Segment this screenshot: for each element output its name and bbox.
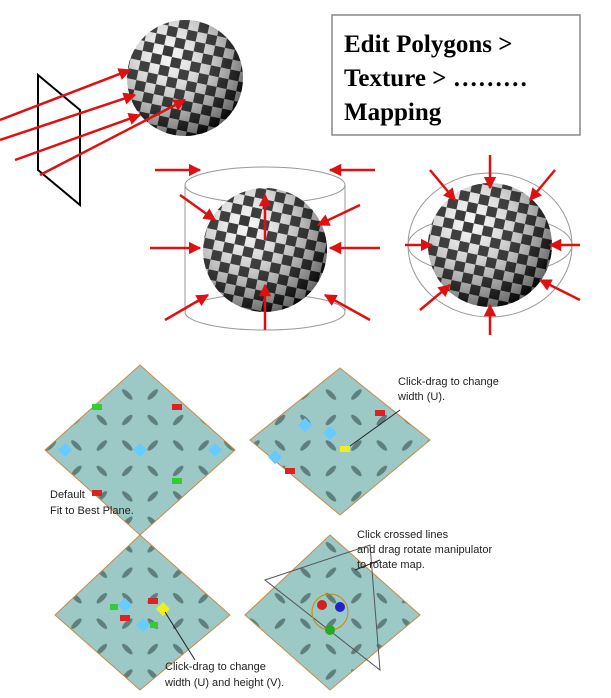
plate-width-height bbox=[54, 534, 231, 691]
title-line: Texture > ……… bbox=[344, 65, 528, 92]
annotation-line: Click-drag to change bbox=[398, 376, 499, 388]
annotation-line: Fit to Best Plane. bbox=[50, 505, 134, 517]
plate-default bbox=[44, 364, 236, 536]
annotation-line: Click crossed lines bbox=[357, 529, 449, 541]
spherical-projection bbox=[405, 155, 581, 335]
annotation-line: to rotate map. bbox=[357, 559, 425, 571]
title-line: Mapping bbox=[344, 99, 442, 126]
plate-width bbox=[249, 367, 431, 516]
annotation-line: Default bbox=[50, 489, 85, 501]
annotation-line: Click-drag to change bbox=[165, 661, 266, 673]
title-line: Edit Polygons > bbox=[344, 31, 512, 58]
planar-projection bbox=[0, 20, 243, 208]
cylindrical-projection bbox=[150, 163, 380, 331]
annotation-line: width (U). bbox=[397, 391, 445, 403]
title-box: Edit Polygons > Texture > ……… Mapping bbox=[331, 14, 581, 136]
annotation-line: and drag rotate manipulator bbox=[357, 544, 492, 556]
annotation-line: width (U) and height (V). bbox=[164, 677, 284, 689]
plate-rotate bbox=[244, 534, 421, 691]
